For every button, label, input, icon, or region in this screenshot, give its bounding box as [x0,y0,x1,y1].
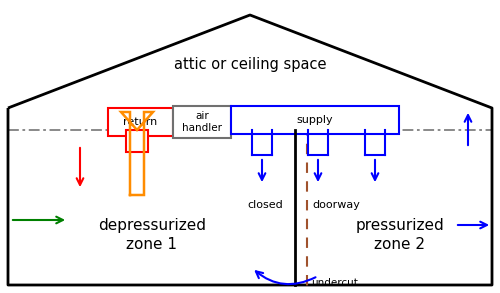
FancyBboxPatch shape [173,106,231,138]
Text: air
handler: air handler [182,111,222,133]
Text: supply: supply [296,115,334,125]
Text: return: return [124,117,158,127]
FancyBboxPatch shape [231,106,399,134]
FancyBboxPatch shape [108,108,173,136]
Text: depressurized
zone 1: depressurized zone 1 [98,218,206,252]
Text: undercut: undercut [311,278,358,288]
Text: pressurized
zone 2: pressurized zone 2 [356,218,444,252]
Text: closed: closed [247,200,283,210]
Text: doorway: doorway [312,200,360,210]
FancyBboxPatch shape [126,130,148,152]
Text: attic or ceiling space: attic or ceiling space [174,57,326,72]
